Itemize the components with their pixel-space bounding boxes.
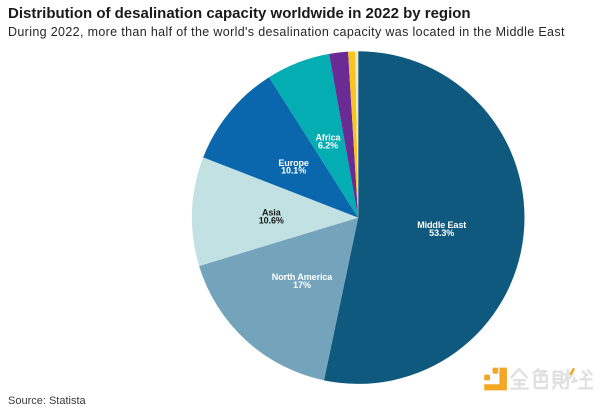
svg-text:53.3%: 53.3% [429, 228, 454, 238]
svg-text:Africa: Africa [316, 133, 342, 143]
svg-text:Europe: Europe [278, 158, 308, 168]
svg-text:17%: 17% [293, 280, 311, 290]
svg-text:North America: North America [272, 272, 333, 282]
svg-text:10.1%: 10.1% [281, 165, 306, 175]
svg-text:10.6%: 10.6% [259, 215, 284, 225]
svg-text:6.2%: 6.2% [318, 141, 338, 151]
svg-text:Asia: Asia [262, 208, 282, 218]
svg-text:Middle East: Middle East [417, 220, 466, 230]
